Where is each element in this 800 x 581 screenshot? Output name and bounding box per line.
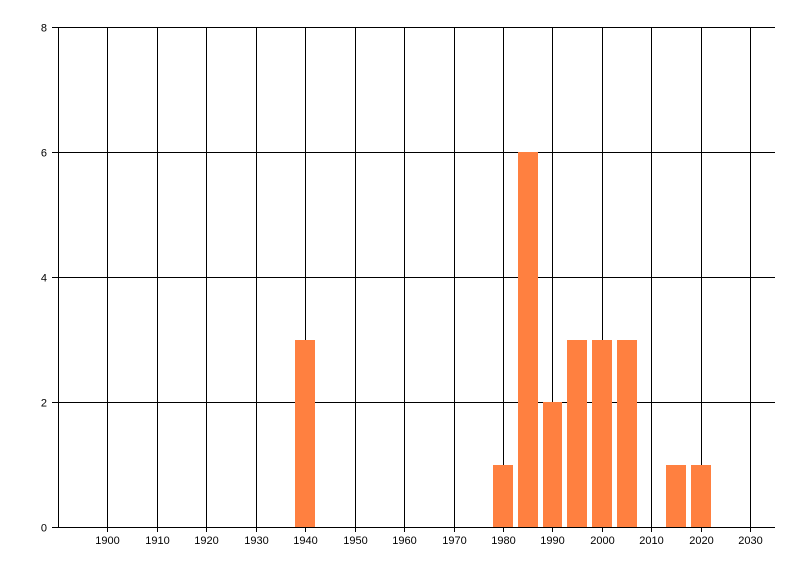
grid	[52, 27, 775, 532]
bar-2020	[691, 465, 711, 527]
y-tick-label: 0	[41, 523, 47, 535]
x-tick-label: 2020	[689, 535, 713, 547]
x-tick-label: 1900	[95, 535, 119, 547]
x-tick-label: 2000	[590, 535, 614, 547]
x-tick-label: 1940	[293, 535, 317, 547]
bar-1980	[493, 465, 513, 527]
bars	[295, 152, 711, 527]
y-tick-label: 4	[41, 273, 47, 285]
y-tick-label: 6	[41, 148, 47, 160]
x-tick-label: 1930	[244, 535, 268, 547]
x-tick-label: 1960	[392, 535, 416, 547]
x-tick-label: 2030	[738, 535, 762, 547]
x-tick-label: 2010	[639, 535, 663, 547]
bar-2000	[592, 340, 612, 527]
bar-1995	[567, 340, 587, 527]
axes: 1900 1910 1920 1930 1940 1950 1960 1970 1980 1990…	[41, 23, 775, 547]
x-tick-label: 1970	[442, 535, 466, 547]
bar-2015	[666, 465, 686, 527]
x-tick-label: 1950	[343, 535, 367, 547]
bar-1985	[518, 152, 538, 527]
bar-2005	[617, 340, 637, 527]
x-tick-label: 1920	[194, 535, 218, 547]
y-tick-label: 2	[41, 398, 47, 410]
x-tick-label: 1910	[145, 535, 169, 547]
x-tick-label: 1980	[491, 535, 515, 547]
y-tick-label: 8	[41, 23, 47, 35]
x-tick-label: 1990	[540, 535, 564, 547]
bar-1990	[543, 402, 562, 527]
bar-1940	[295, 340, 315, 527]
